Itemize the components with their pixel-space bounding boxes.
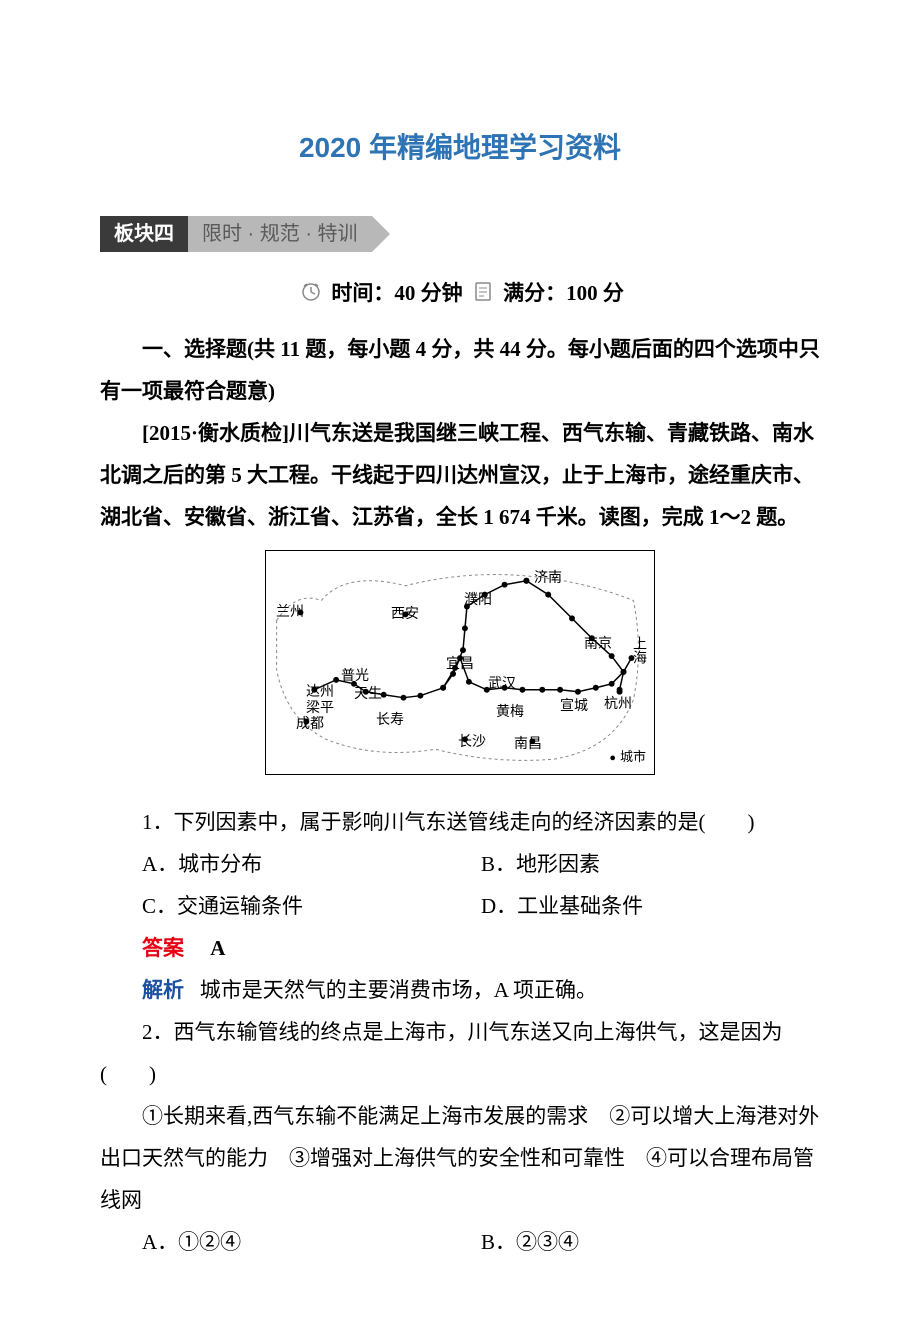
section-header-dark: 板块四 xyxy=(100,216,188,252)
page-title: 2020 年精编地理学习资料 xyxy=(100,120,820,176)
map-container: 兰州 西安 濮阳 济南 南京 上海 杭州 宣城 南昌 长沙 武汉 黄梅 宜昌 普… xyxy=(100,550,820,789)
q1-options-row1: A．城市分布 B．地形因素 xyxy=(100,843,820,885)
map: 兰州 西安 濮阳 济南 南京 上海 杭州 宣城 南昌 长沙 武汉 黄梅 宜昌 普… xyxy=(265,550,655,775)
time-label: 时间： xyxy=(331,281,394,305)
answer-label: 答案 xyxy=(100,927,184,969)
score-icon xyxy=(472,274,494,316)
city-xian: 西安 xyxy=(391,601,419,629)
section-header-gray: 限时 · 规范 · 特训 xyxy=(188,216,372,252)
city-nanjing: 南京 xyxy=(584,631,612,659)
q1-answer: A xyxy=(210,936,225,960)
instruction: 一、选择题(共 11 题，每小题 4 分，共 44 分。每小题后面的四个选项中只… xyxy=(100,328,820,412)
time-score-row: 时间：40 分钟 满分：100 分 xyxy=(100,272,820,316)
q1-answer-row: 答案 A xyxy=(100,927,820,969)
q1-options-row2: C．交通运输条件 D．工业基础条件 xyxy=(100,885,820,927)
score-value: 100 分 xyxy=(566,281,624,305)
q1-opt-d: D．工业基础条件 xyxy=(481,885,820,927)
q1-analysis-row: 解析 城市是天然气的主要消费市场，A 项正确。 xyxy=(100,969,820,1011)
city-shanghai: 上海 xyxy=(624,636,652,664)
city-wuhan: 武汉 xyxy=(488,671,516,699)
q2-opt-a: A．①②④ xyxy=(142,1221,481,1263)
city-jinan: 济南 xyxy=(534,565,562,593)
q1-opt-a: A．城市分布 xyxy=(142,843,481,885)
q2-options-row1: A．①②④ B．②③④ xyxy=(100,1221,820,1263)
city-lanzhou: 兰州 xyxy=(276,599,304,627)
q2-stem: 2．西气东输管线的终点是上海市，川气东送又向上海供气，这是因为( ) xyxy=(100,1011,820,1095)
q1-analysis: 城市是天然气的主要消费市场，A 项正确。 xyxy=(200,978,597,1002)
passage: [2015·衡水质检]川气东送是我国继三峡工程、西气东输、青藏铁路、南水北调之后… xyxy=(100,412,820,538)
time-value: 40 分钟 xyxy=(394,281,462,305)
city-huangmei: 黄梅 xyxy=(496,699,524,727)
score-label: 满分： xyxy=(503,281,566,305)
city-nanchang: 南昌 xyxy=(514,731,542,759)
analysis-label: 解析 xyxy=(100,969,184,1011)
clock-icon xyxy=(300,274,322,316)
city-chengdu: 成都 xyxy=(296,711,324,739)
city-changshou: 长寿 xyxy=(376,707,404,735)
map-legend: 城市 xyxy=(609,744,646,770)
section-header: 板块四 限时 · 规范 · 特训 xyxy=(100,216,820,252)
city-tiansheng: 天生 xyxy=(354,681,382,709)
city-puyang: 濮阳 xyxy=(464,587,492,615)
city-changsha: 长沙 xyxy=(458,729,486,757)
city-xuancheng: 宣城 xyxy=(560,693,588,721)
city-hangzhou: 杭州 xyxy=(604,691,632,719)
city-yichang: 宜昌 xyxy=(446,651,474,679)
q2-subopts: ①长期来看,西气东输不能满足上海市发展的需求 ②可以增大上海港对外出口天然气的能… xyxy=(100,1095,820,1221)
q1-opt-b: B．地形因素 xyxy=(481,843,820,885)
q1-stem: 1．下列因素中，属于影响川气东送管线走向的经济因素的是( ) xyxy=(100,801,820,843)
q2-opt-b: B．②③④ xyxy=(481,1221,820,1263)
q1-opt-c: C．交通运输条件 xyxy=(142,885,481,927)
